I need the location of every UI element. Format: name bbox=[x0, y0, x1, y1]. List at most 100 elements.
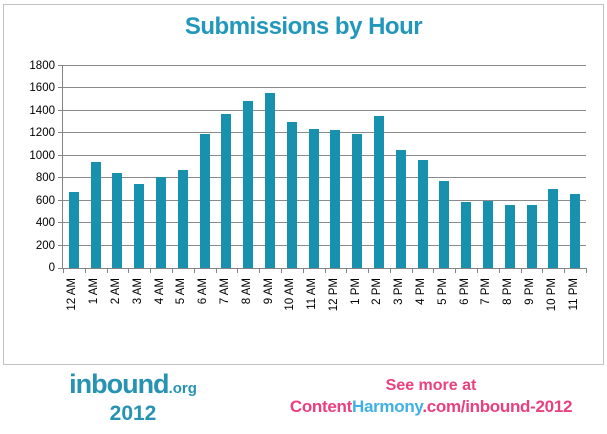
x-axis-tick-label: 7 PM bbox=[480, 278, 493, 305]
y-axis-tick-label: 1000 bbox=[29, 149, 55, 162]
bar bbox=[308, 129, 319, 268]
x-axis-tick bbox=[368, 268, 369, 273]
inbound-org-suffix: .org bbox=[168, 380, 197, 397]
bar bbox=[177, 170, 188, 268]
x-axis-tick-label: 11 PM bbox=[567, 278, 580, 311]
x-axis-tick bbox=[499, 268, 500, 273]
y-axis-tick-label: 200 bbox=[35, 239, 55, 252]
x-axis-tick-label: 8 AM bbox=[240, 278, 253, 305]
x-axis-tick-label: 12 AM bbox=[66, 278, 79, 311]
bar bbox=[68, 192, 79, 268]
y-axis-tick-label: 1200 bbox=[29, 127, 55, 140]
url-path-part: .com/inbound-2012 bbox=[422, 397, 573, 416]
bar bbox=[243, 101, 254, 268]
y-axis-tick bbox=[58, 87, 63, 89]
x-axis-tick bbox=[281, 268, 282, 273]
x-axis-tick-label: 5 PM bbox=[436, 278, 449, 305]
y-axis-tick bbox=[58, 199, 63, 201]
bar bbox=[134, 184, 145, 268]
x-axis-tick-label: 2 AM bbox=[109, 278, 122, 305]
bar bbox=[352, 134, 363, 268]
x-axis-tick bbox=[542, 268, 543, 273]
bar bbox=[439, 181, 450, 268]
content-harmony-credit: See more at ContentHarmony.com/inbound-2… bbox=[278, 376, 584, 417]
x-axis-tick bbox=[477, 268, 478, 273]
content-harmony-url: ContentHarmony.com/inbound-2012 bbox=[278, 396, 584, 417]
x-axis-tick bbox=[412, 268, 413, 273]
inbound-logo: inbound.org 2012 bbox=[58, 370, 208, 425]
chart-container: Submissions by Hour 0 200 400 600 800 1000 120… bbox=[3, 4, 604, 365]
bar bbox=[199, 134, 210, 268]
x-axis-tick-label: 10 PM bbox=[545, 278, 558, 312]
gridline bbox=[63, 222, 586, 224]
see-more-label: See more at bbox=[385, 377, 477, 394]
y-axis-tick bbox=[58, 109, 63, 111]
x-axis-tick-label: 3 AM bbox=[131, 278, 144, 305]
gridline bbox=[63, 65, 586, 66]
bar bbox=[570, 194, 581, 268]
bar bbox=[330, 130, 341, 268]
x-axis-tick bbox=[85, 268, 86, 273]
url-harmony-part: Harmony bbox=[351, 397, 423, 416]
x-axis-tick-label: 9 PM bbox=[524, 278, 537, 305]
x-axis-tick-label: 6 PM bbox=[458, 278, 471, 305]
gridline bbox=[63, 244, 586, 246]
y-axis-tick-label: 1400 bbox=[29, 104, 55, 117]
y-axis-tick-label: 400 bbox=[35, 217, 55, 230]
x-axis-tick bbox=[325, 268, 326, 273]
x-axis-tick bbox=[107, 268, 108, 273]
x-axis-tick-label: 2 PM bbox=[371, 278, 384, 305]
bar bbox=[112, 173, 123, 268]
x-axis-tick bbox=[433, 268, 434, 273]
x-axis-tick-label: 3 PM bbox=[393, 278, 406, 305]
bar bbox=[156, 177, 167, 268]
gridline bbox=[63, 132, 586, 134]
x-axis-tick-label: 5 AM bbox=[175, 278, 188, 305]
x-axis-tick-label: 4 PM bbox=[415, 278, 428, 305]
y-axis-tick-label: 1600 bbox=[29, 82, 55, 95]
x-axis-tick-label: 9 AM bbox=[262, 278, 275, 305]
x-axis-tick bbox=[521, 268, 522, 273]
x-axis-tick-label: 1 PM bbox=[349, 278, 362, 305]
x-axis-tick bbox=[63, 268, 64, 273]
x-axis-tick bbox=[259, 268, 260, 273]
y-axis-tick bbox=[58, 154, 63, 156]
url-content-part: Content bbox=[289, 397, 352, 416]
x-axis-tick-label: 12 PM bbox=[327, 278, 340, 312]
inbound-logo-text: inbound.org bbox=[58, 370, 208, 403]
y-axis-tick bbox=[58, 222, 63, 224]
bar bbox=[548, 189, 559, 268]
y-axis-tick bbox=[58, 132, 63, 134]
plot-area bbox=[58, 65, 587, 273]
y-axis-tick-label: 600 bbox=[35, 194, 55, 207]
x-axis-tick bbox=[172, 268, 173, 273]
gridline bbox=[63, 177, 586, 179]
bar bbox=[265, 93, 276, 268]
gridline bbox=[63, 87, 586, 89]
x-axis-tick-label: 1 AM bbox=[88, 278, 101, 305]
bar bbox=[461, 202, 472, 268]
x-axis-tick-label: 4 AM bbox=[153, 278, 166, 305]
x-axis-tick bbox=[303, 268, 304, 273]
y-axis-tick-label: 0 bbox=[48, 262, 55, 274]
x-axis-tick bbox=[128, 268, 129, 273]
x-axis-tick bbox=[216, 268, 217, 273]
x-axis-tick bbox=[346, 268, 347, 273]
bar bbox=[90, 162, 101, 268]
x-axis-tick-label: 6 AM bbox=[197, 278, 210, 305]
inbound-wordmark: inbound bbox=[69, 369, 169, 399]
bar bbox=[417, 160, 428, 268]
x-axis-tick bbox=[390, 268, 391, 273]
bar bbox=[482, 201, 493, 268]
y-axis-tick-label: 800 bbox=[35, 172, 55, 185]
y-axis-tick bbox=[58, 268, 63, 269]
y-axis-tick bbox=[58, 177, 63, 179]
bar bbox=[373, 116, 384, 268]
y-axis-tick bbox=[58, 244, 63, 246]
x-axis-tick bbox=[150, 268, 151, 273]
bar bbox=[504, 205, 515, 268]
bar bbox=[395, 150, 406, 268]
x-axis-tick bbox=[564, 268, 565, 273]
gridline bbox=[63, 109, 586, 111]
